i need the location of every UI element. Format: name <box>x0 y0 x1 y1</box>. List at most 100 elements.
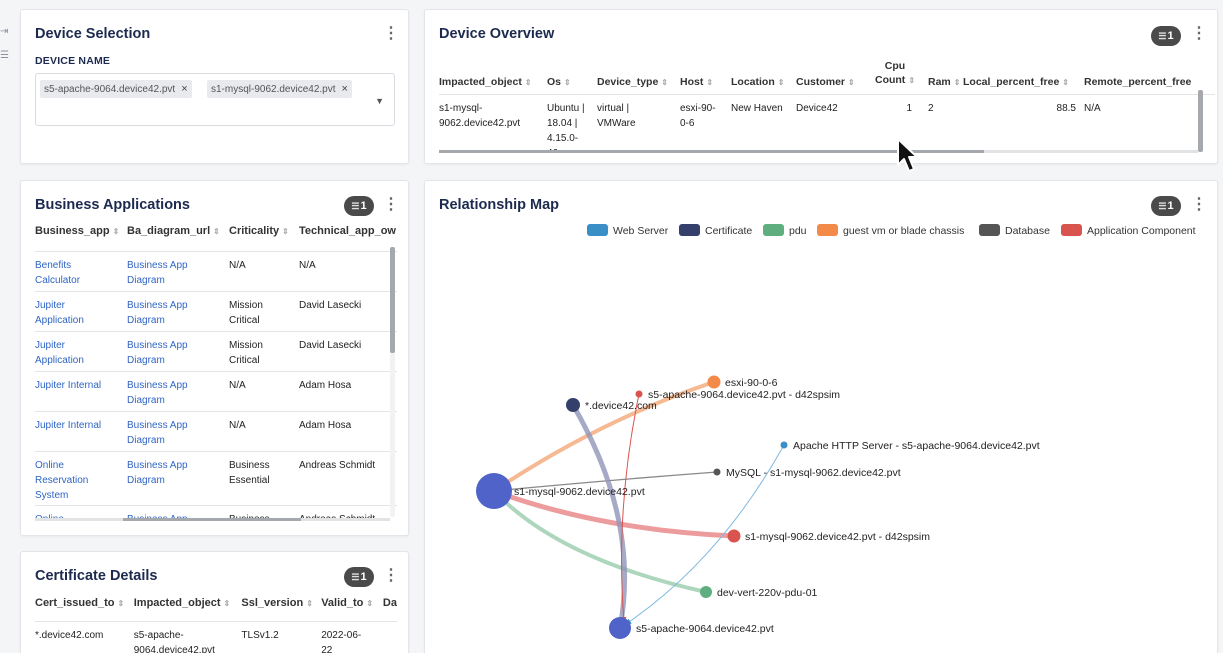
legend-item-web-server[interactable]: Web Server <box>587 224 668 238</box>
device-name-select[interactable]: s5-apache-9064.device42.pvt × s1-mysql-90… <box>35 73 395 126</box>
table-cell[interactable]: Business App Diagram <box>127 371 229 411</box>
cell-link[interactable]: Diagram <box>127 354 165 366</box>
cell-link[interactable]: Application <box>35 354 84 366</box>
filter-icon[interactable]: ☰ <box>0 50 9 61</box>
table-row[interactable]: Benefits Calculator Business App Diagram N… <box>35 251 397 291</box>
sort-icon[interactable]: ⇕ <box>306 599 313 608</box>
table-cell[interactable]: Business App Diagram <box>127 291 229 331</box>
table-row[interactable]: *.device42.com s5-apache- 9064.device42.p… <box>35 621 397 653</box>
filter-badge[interactable]: ☰1 <box>1151 26 1181 46</box>
remove-tag-icon[interactable]: × <box>341 83 348 95</box>
sort-icon[interactable]: ⇕ <box>213 227 220 236</box>
cell-link[interactable]: Business App <box>127 512 229 522</box>
sort-icon[interactable]: ⇕ <box>706 77 714 87</box>
legend-item-application-component[interactable]: Application Component <box>1061 224 1196 238</box>
cell-link[interactable]: Online <box>35 512 127 522</box>
table-row[interactable]: Online Business App Business Andreas Sch… <box>35 505 397 521</box>
column-header[interactable]: Impacted_object ⇕ <box>134 597 242 621</box>
column-header[interactable]: Ba_diagram_url ⇕ <box>127 225 229 251</box>
column-header[interactable]: Valid_to ⇕ <box>321 597 383 621</box>
table-row[interactable]: s1-mysql- 9062.device42.pvt Ubuntu | 18.04… <box>439 94 1215 153</box>
chevron-down-icon[interactable]: ▼ <box>375 96 384 106</box>
filter-badge[interactable]: ☰1 <box>344 567 374 587</box>
cell-link[interactable]: Business App <box>127 259 188 271</box>
table-cell[interactable]: Benefits Calculator <box>35 251 127 291</box>
filter-badge[interactable]: ☰1 <box>1151 196 1181 216</box>
cell-link[interactable]: Business App <box>127 339 188 351</box>
column-header[interactable]: Os ⇕ <box>547 54 597 94</box>
cell-link[interactable]: Diagram <box>127 274 165 286</box>
scrollbar-thumb[interactable] <box>1198 90 1203 152</box>
column-header[interactable]: Technical_app_ow <box>299 225 397 251</box>
sort-icon[interactable]: ⇕ <box>117 599 125 608</box>
sort-icon[interactable]: ⇕ <box>223 599 231 608</box>
table-cell[interactable]: Jupiter Application <box>35 331 127 371</box>
sort-icon[interactable]: ⇕ <box>848 77 855 87</box>
cell-link[interactable]: Application <box>35 314 84 326</box>
column-header[interactable]: Customer ⇕ <box>796 54 870 94</box>
table-cell[interactable]: Business App Diagram <box>127 331 229 371</box>
table-cell[interactable]: Online <box>35 505 127 522</box>
sort-icon[interactable]: ⇕ <box>1062 77 1069 87</box>
cell-link[interactable]: System <box>35 489 69 501</box>
column-header[interactable]: Business_app ⇕ <box>35 225 127 251</box>
sort-icon[interactable]: ⇕ <box>661 77 668 87</box>
cell-link[interactable]: Diagram <box>127 394 165 406</box>
kebab-menu-icon[interactable]: ⋮ <box>383 196 399 213</box>
column-header[interactable]: Cert_issued_to ⇕ <box>35 597 134 621</box>
cell-link[interactable]: Jupiter <box>35 339 66 351</box>
cell-link[interactable]: Business App <box>127 419 188 431</box>
table-cell[interactable]: Jupiter Application <box>35 291 127 331</box>
scrollbar-thumb[interactable] <box>123 518 301 521</box>
sort-icon[interactable]: ⇕ <box>777 77 785 87</box>
column-header[interactable]: Cpu Count ⇕ <box>870 54 920 94</box>
column-header[interactable]: Criticality ⇕ <box>229 225 299 251</box>
column-header[interactable]: Da <box>383 597 397 621</box>
cell-link[interactable]: Diagram <box>127 434 165 446</box>
table-row[interactable]: Jupiter Internal Business App Diagram N/A… <box>35 371 397 411</box>
sort-icon[interactable]: ⇕ <box>282 227 289 236</box>
legend-item-database[interactable]: Database <box>979 224 1050 238</box>
kebab-menu-icon[interactable]: ⋮ <box>383 25 399 42</box>
sort-icon[interactable]: ⇕ <box>112 227 120 236</box>
sort-icon[interactable]: ⇕ <box>908 75 916 85</box>
table-cell[interactable]: Jupiter Internal <box>35 411 127 451</box>
scrollbar-thumb[interactable] <box>439 150 984 153</box>
cell-link[interactable]: Business App <box>127 379 188 391</box>
table-cell[interactable]: Business App Diagram <box>127 451 229 505</box>
column-header[interactable]: Device_type ⇕ <box>597 54 680 94</box>
cell-link[interactable]: Diagram <box>127 474 165 486</box>
cell-link[interactable]: Online <box>35 459 64 471</box>
cell-link[interactable]: Diagram <box>127 314 165 326</box>
cell-link[interactable]: Calculator <box>35 274 81 286</box>
column-header[interactable]: Local_percent_free ⇕ <box>963 54 1084 94</box>
horizontal-scrollbar[interactable] <box>439 150 1198 153</box>
filter-badge[interactable]: ☰1 <box>344 196 374 216</box>
column-header[interactable]: Ram ⇕ <box>920 54 963 94</box>
kebab-menu-icon[interactable]: ⋮ <box>1191 196 1207 213</box>
cell-link[interactable]: Benefits <box>35 259 72 271</box>
table-cell[interactable]: Jupiter Internal <box>35 371 127 411</box>
table-cell[interactable]: Business App Diagram <box>127 251 229 291</box>
scrollbar-thumb[interactable] <box>390 247 395 353</box>
column-header[interactable]: Location ⇕ <box>731 54 796 94</box>
table-cell[interactable]: Business App Diagram <box>127 411 229 451</box>
vertical-scrollbar[interactable] <box>390 247 395 517</box>
legend-item-pdu[interactable]: pdu <box>763 224 807 238</box>
cell-link[interactable]: Jupiter Internal <box>35 379 102 391</box>
column-header[interactable]: Ssl_version ⇕ <box>241 597 321 621</box>
sort-icon[interactable]: ⇕ <box>366 599 374 608</box>
sort-icon[interactable]: ⇕ <box>564 77 571 87</box>
collapse-icon[interactable]: ⇥ <box>0 26 9 37</box>
remove-tag-icon[interactable]: × <box>181 83 188 95</box>
column-header[interactable]: Host ⇕ <box>680 54 731 94</box>
cell-link[interactable]: Jupiter Internal <box>35 419 102 431</box>
legend-item-certificate[interactable]: Certificate <box>679 224 752 238</box>
table-row[interactable]: Online Reservation System Business App Diag… <box>35 451 397 505</box>
kebab-menu-icon[interactable]: ⋮ <box>1191 25 1207 42</box>
table-row[interactable]: Jupiter Application Business App Diagram M… <box>35 331 397 371</box>
vertical-scrollbar[interactable] <box>1198 90 1203 152</box>
table-row[interactable]: Jupiter Application Business App Diagram M… <box>35 291 397 331</box>
table-cell[interactable]: Online Reservation System <box>35 451 127 505</box>
cell-link[interactable]: Business App <box>127 459 188 471</box>
